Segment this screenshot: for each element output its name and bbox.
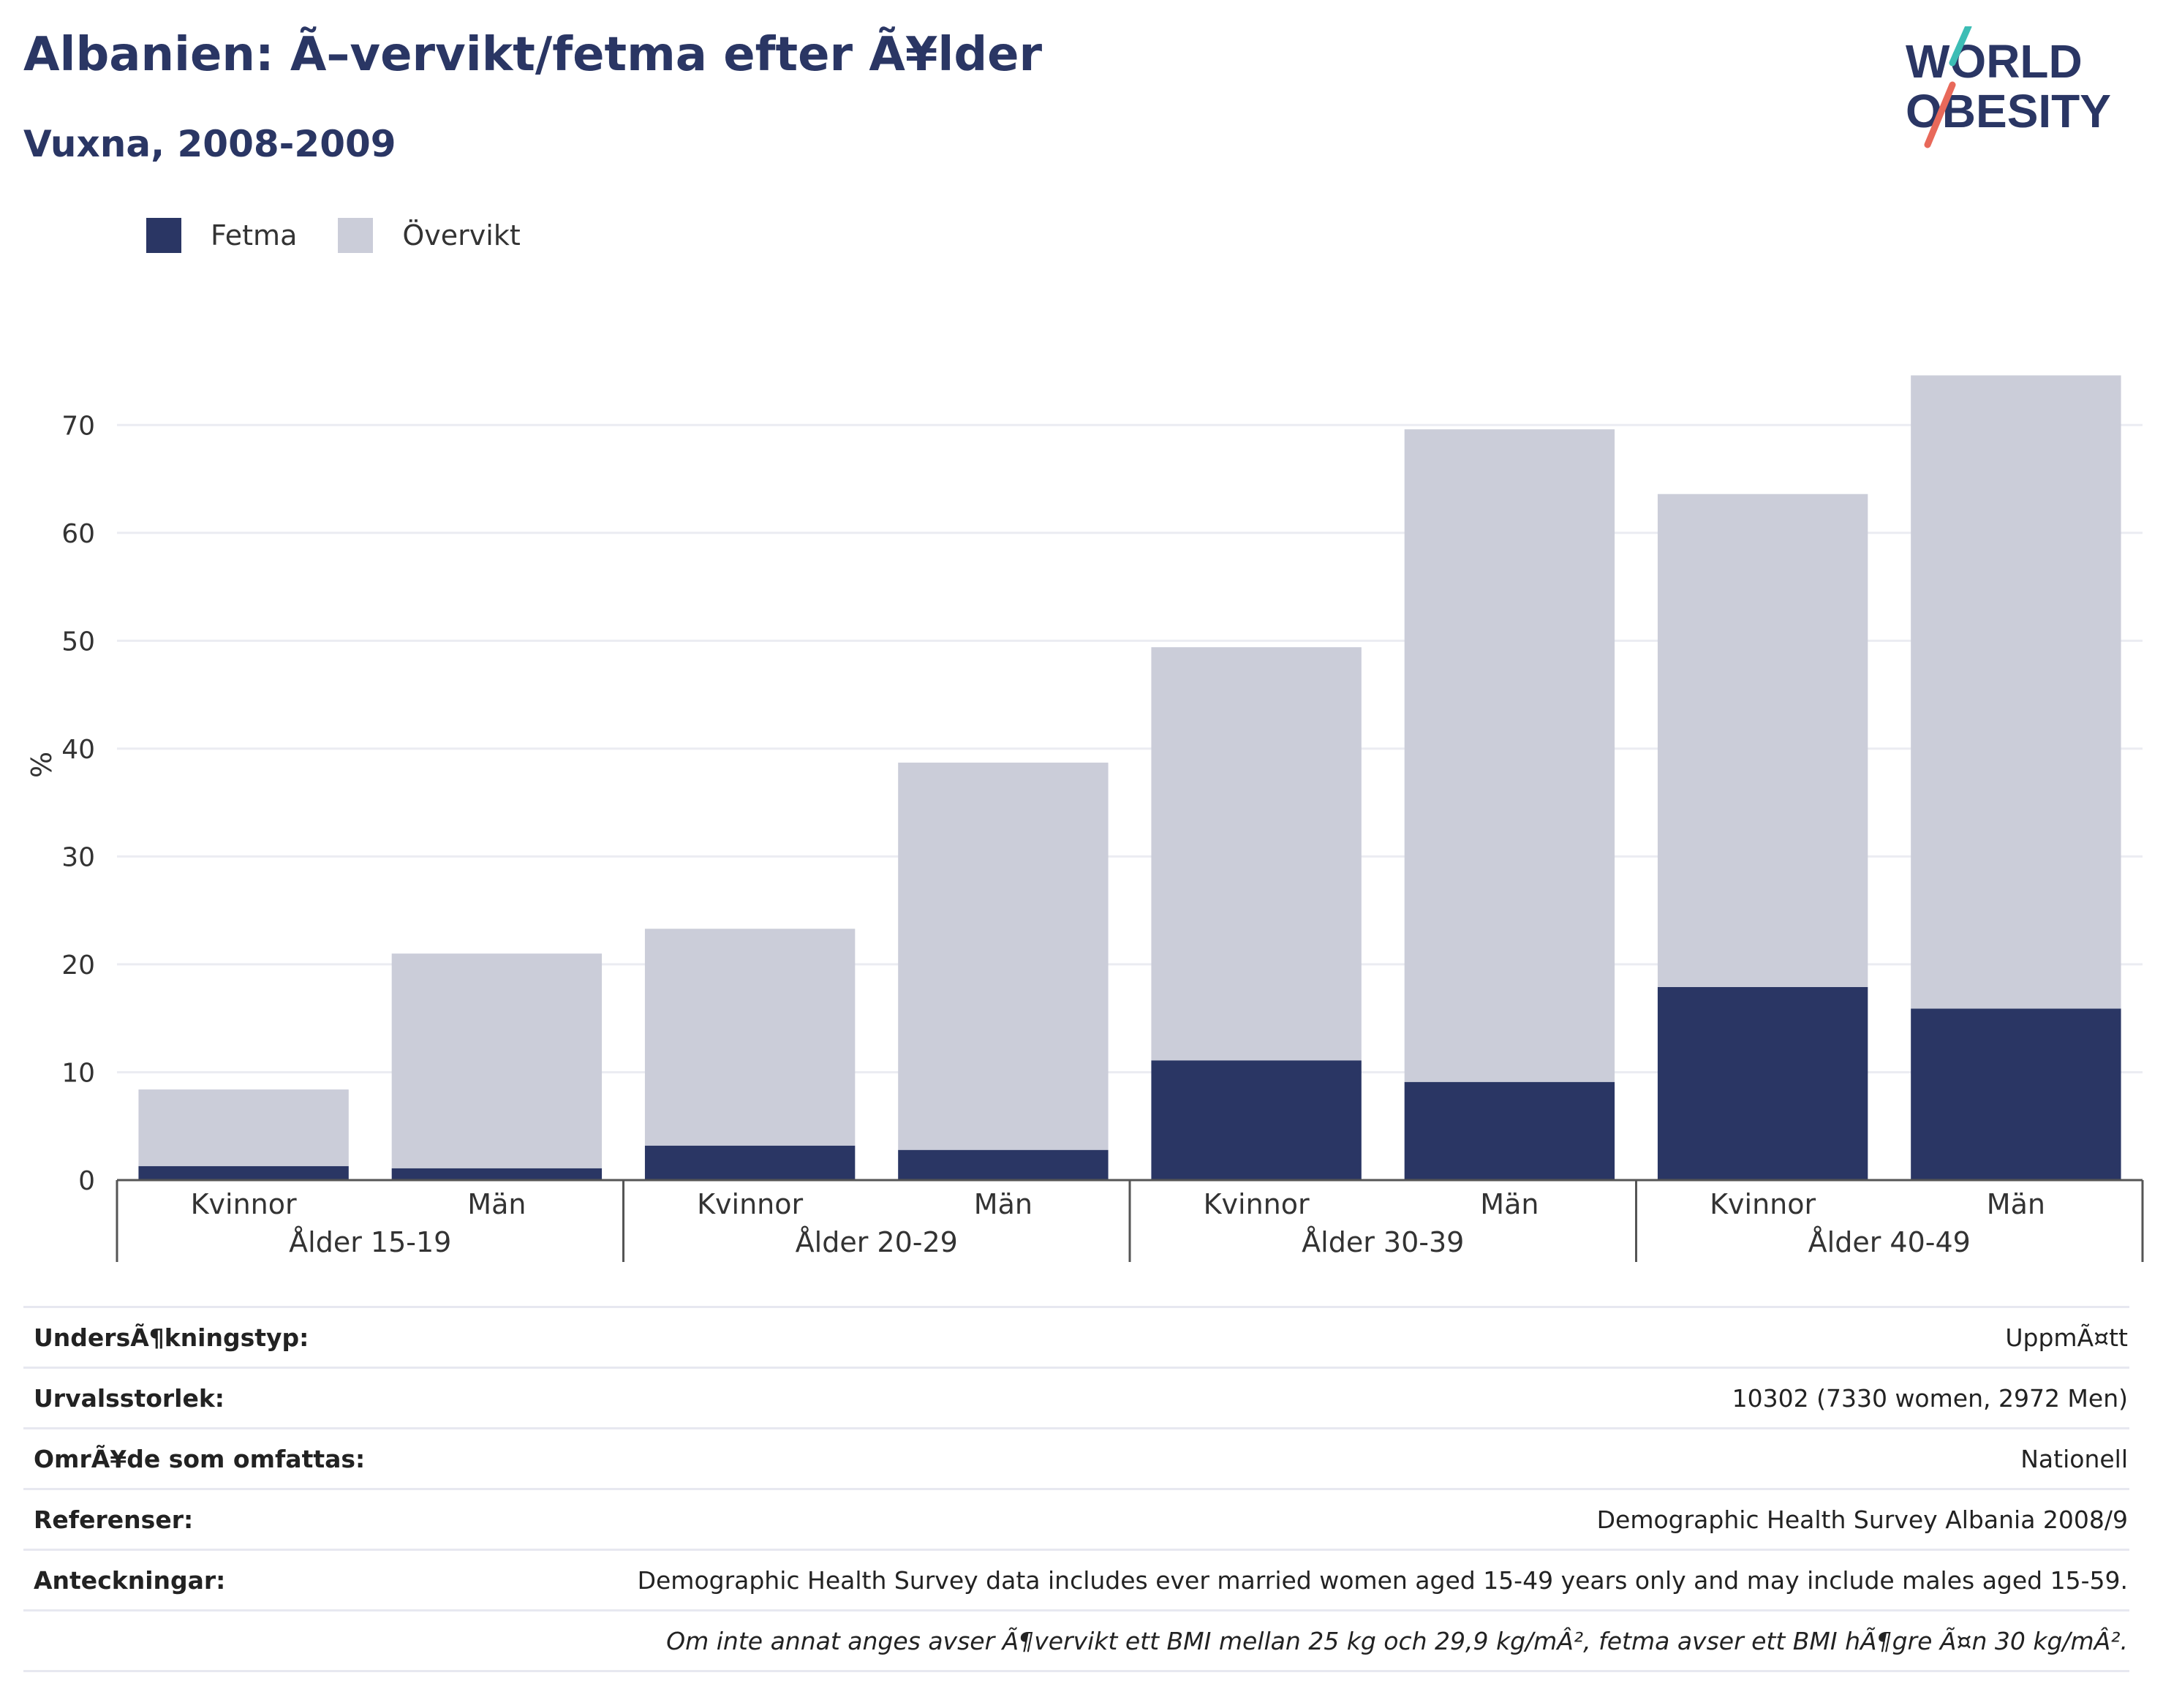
x-tick-label: Män bbox=[467, 1188, 526, 1220]
info-key: Referenser: bbox=[34, 1505, 194, 1534]
info-row: Referenser: Demographic Health Survey Al… bbox=[23, 1488, 2129, 1549]
legend-swatch-obesity bbox=[146, 218, 181, 253]
info-table: UndersÃ¶kningstyp: UppmÃ¤tt Urvalsstorle… bbox=[23, 1306, 2129, 1672]
world-obesity-logo: WORLD OBESITY bbox=[1906, 26, 2111, 148]
info-row: Om inte annat anges avser Ã¶vervikt ett … bbox=[23, 1609, 2129, 1672]
bar-obesity bbox=[1657, 986, 1868, 1180]
x-tick-label: Män bbox=[974, 1188, 1033, 1220]
bar-overweight bbox=[138, 1089, 349, 1166]
group-label: Ålder 20-29 bbox=[796, 1226, 958, 1258]
x-tick-label: Kvinnor bbox=[191, 1188, 297, 1220]
legend-label-overweight: Övervikt bbox=[402, 219, 521, 252]
x-tick-label: Män bbox=[1987, 1188, 2045, 1220]
bar-overweight bbox=[644, 929, 856, 1146]
bar-obesity bbox=[1911, 1008, 2121, 1180]
info-key: OmrÃ¥de som omfattas: bbox=[34, 1444, 366, 1473]
info-key: UndersÃ¶kningstyp: bbox=[34, 1323, 309, 1352]
bar-chart: 0 10 20 30 40 50 60 70% Kvinnor Män Kvinnor Män Kvin… bbox=[26, 375, 2144, 1262]
info-value: Demographic Health Survey Albania 2008/9 bbox=[1596, 1505, 2128, 1534]
info-row: UndersÃ¶kningstyp: UppmÃ¤tt bbox=[23, 1306, 2129, 1367]
legend-swatch-overweight bbox=[338, 218, 374, 253]
y-tick-label: 20 bbox=[61, 951, 95, 980]
bar-obesity bbox=[644, 1145, 856, 1180]
group-label: Ålder 40-49 bbox=[1808, 1226, 1971, 1258]
info-row: OmrÃ¥de som omfattas: Nationell bbox=[23, 1427, 2129, 1488]
bar-overweight bbox=[1911, 375, 2121, 1009]
page-subtitle: Vuxna, 2008-2009 bbox=[23, 123, 396, 165]
y-tick-label: 50 bbox=[61, 627, 95, 657]
info-value: Nationell bbox=[2020, 1444, 2128, 1473]
info-value: Demographic Health Survey data includes … bbox=[637, 1565, 2128, 1595]
info-row: Urvalsstorlek: 10302 (7330 women, 2972 M… bbox=[23, 1367, 2129, 1427]
y-tick-label: 10 bbox=[61, 1058, 95, 1088]
bar-overweight bbox=[391, 953, 603, 1168]
bar-overweight bbox=[898, 763, 1109, 1150]
bar-overweight bbox=[1657, 494, 1868, 987]
bar-obesity bbox=[898, 1149, 1109, 1180]
info-value: UppmÃ¤tt bbox=[2005, 1323, 2128, 1352]
x-tick-label: Kvinnor bbox=[1204, 1188, 1310, 1220]
bar-obesity bbox=[138, 1165, 349, 1180]
info-note: Om inte annat anges avser Ã¶vervikt ett … bbox=[666, 1626, 2128, 1655]
legend-label-obesity: Fetma bbox=[211, 219, 298, 252]
bar-overweight bbox=[1151, 647, 1362, 1061]
y-tick-label: 30 bbox=[61, 842, 95, 872]
group-label: Ålder 30-39 bbox=[1302, 1226, 1464, 1258]
legend-item-obesity[interactable]: Fetma bbox=[146, 218, 297, 253]
group-label: Ålder 15-19 bbox=[289, 1226, 451, 1258]
bar-overweight bbox=[1404, 429, 1615, 1082]
y-tick-label: 0 bbox=[78, 1166, 95, 1196]
info-key: Anteckningar: bbox=[34, 1565, 226, 1595]
bar-obesity bbox=[391, 1168, 603, 1180]
logo-line1: WORLD bbox=[1906, 35, 2083, 88]
legend-item-overweight[interactable]: Övervikt bbox=[338, 218, 521, 253]
y-tick-label: 40 bbox=[61, 735, 95, 765]
y-tick-label: 60 bbox=[61, 519, 95, 549]
x-tick-label: Män bbox=[1480, 1188, 1539, 1220]
x-tick-label: Kvinnor bbox=[697, 1188, 803, 1220]
y-axis-label: % bbox=[26, 752, 58, 778]
info-value: 10302 (7330 women, 2972 Men) bbox=[1732, 1383, 2128, 1413]
page-title: Albanien: Ã–vervikt/fetma efter Ã¥lder bbox=[23, 28, 1043, 82]
bar-obesity bbox=[1404, 1081, 1615, 1180]
legend: Fetma Övervikt bbox=[146, 216, 521, 254]
y-tick-label: 70 bbox=[61, 411, 95, 441]
x-tick-label: Kvinnor bbox=[1710, 1188, 1816, 1220]
logo-slash-bottom bbox=[1924, 81, 1956, 148]
info-row: Anteckningar: Demographic Health Survey … bbox=[23, 1549, 2129, 1609]
bar-obesity bbox=[1151, 1060, 1362, 1180]
info-key: Urvalsstorlek: bbox=[34, 1383, 225, 1413]
logo-slash-top bbox=[1949, 26, 1972, 67]
